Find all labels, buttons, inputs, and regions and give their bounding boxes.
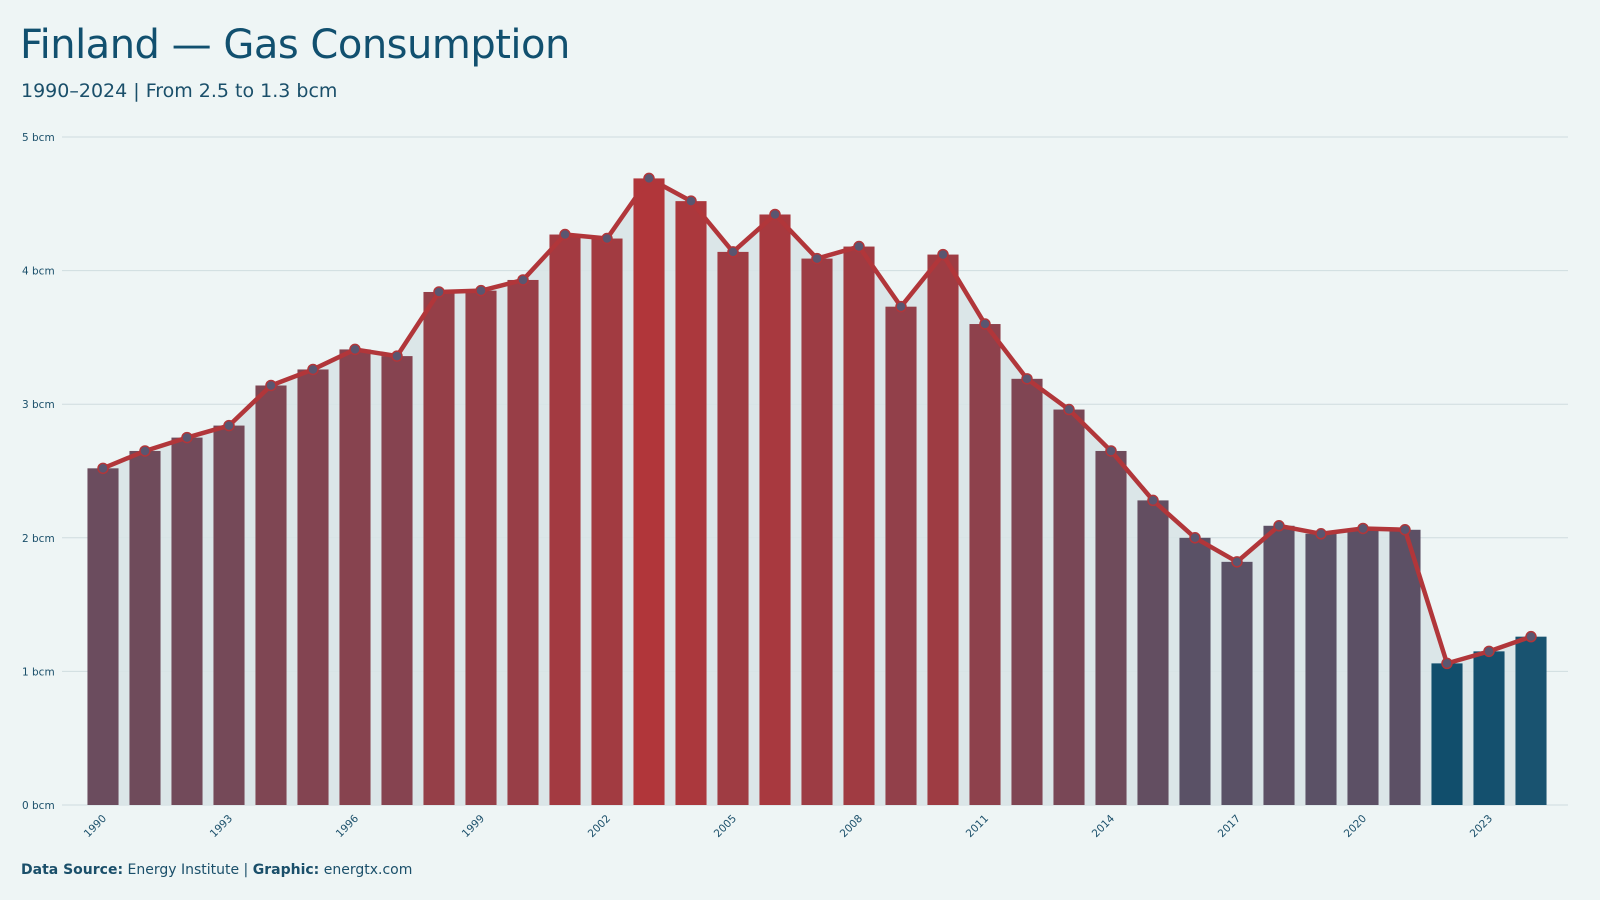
point-2004 — [685, 195, 697, 207]
bar-2006 — [759, 214, 791, 805]
x-tick-label: 1999 — [460, 813, 487, 840]
point-1995 — [307, 363, 319, 376]
y-tick-label: 4 bcm — [22, 266, 55, 278]
bar-2013 — [1053, 409, 1085, 805]
bar-1998 — [423, 291, 455, 805]
bar-2002 — [591, 238, 623, 805]
x-tick-label: 2017 — [1216, 813, 1243, 840]
point-1999 — [475, 284, 487, 297]
x-tick-label: 2011 — [964, 813, 991, 840]
point-2021 — [1399, 524, 1411, 536]
bar-2003 — [633, 178, 665, 805]
chart-subtitle: 1990–2024 | From 2.5 to 1.3 bcm — [21, 80, 338, 102]
bar-2017 — [1221, 561, 1253, 805]
bar-2007 — [801, 258, 833, 805]
bar-1994 — [255, 385, 287, 805]
bar-1991 — [129, 450, 161, 805]
point-1990 — [97, 462, 109, 475]
x-tick-label: 1996 — [334, 812, 362, 840]
point-2014 — [1105, 445, 1117, 457]
bar-2022 — [1431, 663, 1463, 805]
y-tick-label: 5 bcm — [22, 132, 55, 144]
bar-2018 — [1263, 525, 1295, 805]
x-tick-label: 2014 — [1090, 812, 1118, 840]
point-1994 — [265, 379, 277, 392]
point-2017 — [1231, 556, 1243, 568]
bar-1992 — [171, 437, 203, 805]
bar-2021 — [1389, 529, 1421, 805]
point-1991 — [139, 445, 151, 457]
bar-1996 — [339, 349, 371, 805]
x-tick-label: 2020 — [1342, 813, 1369, 840]
x-tick-label: 2005 — [712, 813, 739, 840]
bar-2010 — [927, 254, 959, 805]
x-tick-label: 2002 — [586, 813, 613, 840]
bar-2020 — [1347, 528, 1379, 805]
point-2013 — [1063, 403, 1075, 416]
bar-2005 — [717, 251, 749, 805]
x-tick-label: 1990 — [82, 813, 109, 840]
point-2006 — [769, 208, 781, 221]
y-tick-label: 0 bcm — [22, 800, 55, 812]
chart-title: Finland — Gas Consumption — [20, 22, 570, 68]
x-tick-label: 2008 — [838, 813, 865, 840]
point-2011 — [979, 318, 991, 330]
bar-1999 — [465, 290, 497, 805]
point-2022 — [1441, 657, 1453, 670]
point-2015 — [1147, 494, 1159, 507]
bar-1997 — [381, 356, 413, 805]
bar-2019 — [1305, 533, 1337, 805]
point-2024 — [1525, 630, 1537, 643]
bar-2011 — [969, 324, 1001, 805]
point-2010 — [937, 248, 949, 261]
point-2001 — [559, 228, 571, 241]
point-2020 — [1357, 522, 1369, 535]
bar-2001 — [549, 234, 581, 805]
point-2007 — [811, 252, 823, 265]
bar-2012 — [1011, 378, 1043, 805]
point-2002 — [601, 232, 613, 245]
bar-1990 — [87, 468, 119, 805]
bar-2009 — [885, 306, 917, 805]
bar-2000 — [507, 279, 539, 805]
point-1992 — [181, 431, 193, 444]
bar-2008 — [843, 246, 875, 805]
x-tick-label: 2023 — [1468, 813, 1495, 840]
bar-1993 — [213, 425, 245, 805]
y-tick-label: 2 bcm — [22, 533, 55, 545]
point-1998 — [433, 286, 445, 298]
bar-2004 — [675, 201, 707, 806]
point-2003 — [643, 172, 655, 185]
graphic-label: Graphic: — [252, 862, 320, 878]
bar-2024 — [1515, 636, 1547, 805]
y-tick-label: 3 bcm — [22, 399, 55, 411]
point-1996 — [349, 343, 361, 356]
point-2016 — [1189, 532, 1201, 544]
source-label: Data Source: — [21, 862, 124, 878]
bar-1995 — [297, 369, 329, 805]
point-2018 — [1273, 520, 1285, 532]
point-2009 — [895, 300, 907, 313]
point-2023 — [1483, 645, 1495, 658]
point-1993 — [223, 419, 235, 432]
point-1997 — [391, 350, 403, 362]
bar-2015 — [1137, 500, 1169, 805]
graphic-value: energtx.com — [323, 862, 413, 878]
point-2005 — [727, 246, 739, 258]
y-tick-label: 1 bcm — [22, 666, 55, 678]
bar-2023 — [1473, 651, 1505, 805]
footer: Data Source: Energy Institute | Graphic:… — [21, 862, 412, 878]
bar-2016 — [1179, 537, 1211, 805]
point-2019 — [1315, 528, 1327, 540]
bar-2014 — [1095, 450, 1127, 805]
x-tick-label: 1993 — [208, 813, 235, 840]
point-2000 — [517, 274, 529, 286]
point-2008 — [853, 240, 865, 253]
source-value: Energy Institute | — [127, 862, 249, 878]
point-2012 — [1021, 373, 1033, 385]
